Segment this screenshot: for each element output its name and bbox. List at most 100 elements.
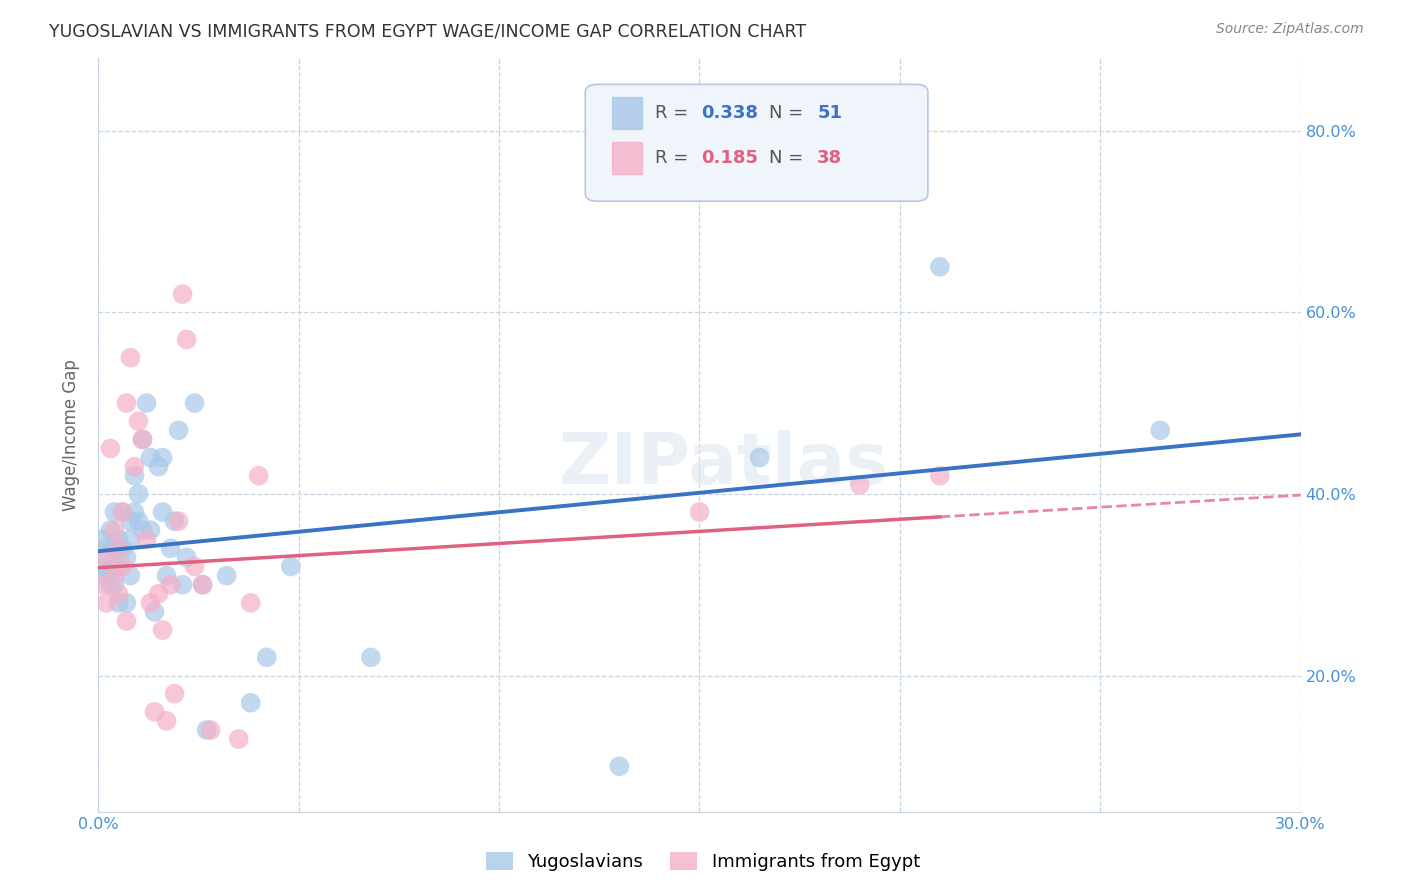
Point [748, 450, 770, 465]
Point [111, 505, 134, 519]
Point [124, 505, 146, 519]
Point [200, 723, 222, 737]
Point [139, 523, 162, 537]
Point [360, 650, 382, 665]
Point [929, 468, 952, 483]
Point [107, 533, 129, 547]
Point [228, 732, 250, 747]
Point [120, 351, 142, 365]
Point [159, 541, 181, 556]
Point [91, 533, 114, 547]
Point [183, 396, 205, 410]
Point [159, 577, 181, 591]
Point [96, 541, 118, 556]
Point [111, 541, 134, 556]
Point [172, 577, 194, 591]
Point [103, 577, 125, 591]
Point [135, 533, 157, 547]
Point [107, 559, 129, 574]
Point [143, 705, 166, 719]
Point [103, 568, 125, 582]
Point [103, 541, 125, 556]
Y-axis label: Wage/Income Gap: Wage/Income Gap [62, 359, 80, 511]
Point [100, 442, 122, 456]
Point [191, 577, 214, 591]
Point [163, 687, 186, 701]
Point [929, 260, 952, 274]
Point [849, 477, 872, 491]
Point [176, 333, 198, 347]
Point [176, 550, 198, 565]
Point [239, 596, 262, 610]
FancyBboxPatch shape [612, 97, 641, 128]
Point [191, 577, 214, 591]
Point [91, 577, 114, 591]
Point [148, 587, 170, 601]
Point [111, 559, 134, 574]
Point [115, 550, 138, 565]
Point [120, 514, 142, 528]
Point [208, 832, 231, 847]
Point [115, 596, 138, 610]
Point [124, 468, 146, 483]
Point [96, 596, 118, 610]
Point [172, 287, 194, 301]
Point [155, 714, 177, 728]
Point [280, 559, 302, 574]
Text: N =: N = [769, 104, 810, 122]
Point [152, 450, 174, 465]
Point [107, 587, 129, 601]
Point [183, 559, 205, 574]
Point [103, 523, 125, 537]
Point [135, 396, 157, 410]
FancyBboxPatch shape [612, 143, 641, 174]
Point [167, 514, 190, 528]
Text: R =: R = [655, 104, 695, 122]
Text: Source: ZipAtlas.com: Source: ZipAtlas.com [1216, 22, 1364, 37]
Point [107, 596, 129, 610]
Text: N =: N = [769, 149, 810, 167]
Point [1149, 423, 1171, 437]
Point [256, 650, 278, 665]
FancyBboxPatch shape [585, 85, 928, 202]
Point [247, 468, 270, 483]
Point [131, 433, 153, 447]
Legend: Yugoslavians, Immigrants from Egypt: Yugoslavians, Immigrants from Egypt [478, 846, 928, 879]
Point [239, 696, 262, 710]
Point [128, 487, 150, 501]
Point [107, 541, 129, 556]
Point [120, 533, 142, 547]
Point [167, 423, 190, 437]
Point [609, 759, 631, 773]
Point [111, 505, 134, 519]
Point [120, 568, 142, 582]
Text: R =: R = [655, 149, 695, 167]
Text: 51: 51 [817, 104, 842, 122]
Point [195, 723, 218, 737]
Point [100, 523, 122, 537]
Point [688, 505, 710, 519]
Point [131, 523, 153, 537]
Text: YUGOSLAVIAN VS IMMIGRANTS FROM EGYPT WAGE/INCOME GAP CORRELATION CHART: YUGOSLAVIAN VS IMMIGRANTS FROM EGYPT WAG… [49, 22, 806, 40]
Point [148, 459, 170, 474]
Point [152, 623, 174, 637]
Point [155, 568, 177, 582]
Point [115, 614, 138, 628]
Point [96, 568, 118, 582]
Point [139, 450, 162, 465]
Point [96, 550, 118, 565]
Point [139, 596, 162, 610]
Point [128, 514, 150, 528]
Point [143, 605, 166, 619]
Point [103, 505, 125, 519]
Point [131, 433, 153, 447]
Text: 0.185: 0.185 [700, 149, 758, 167]
Point [91, 559, 114, 574]
Text: 38: 38 [817, 149, 842, 167]
Text: ZIPatlas: ZIPatlas [558, 431, 889, 500]
Point [163, 514, 186, 528]
Point [100, 559, 122, 574]
Point [128, 414, 150, 428]
Point [124, 459, 146, 474]
Point [215, 832, 238, 847]
